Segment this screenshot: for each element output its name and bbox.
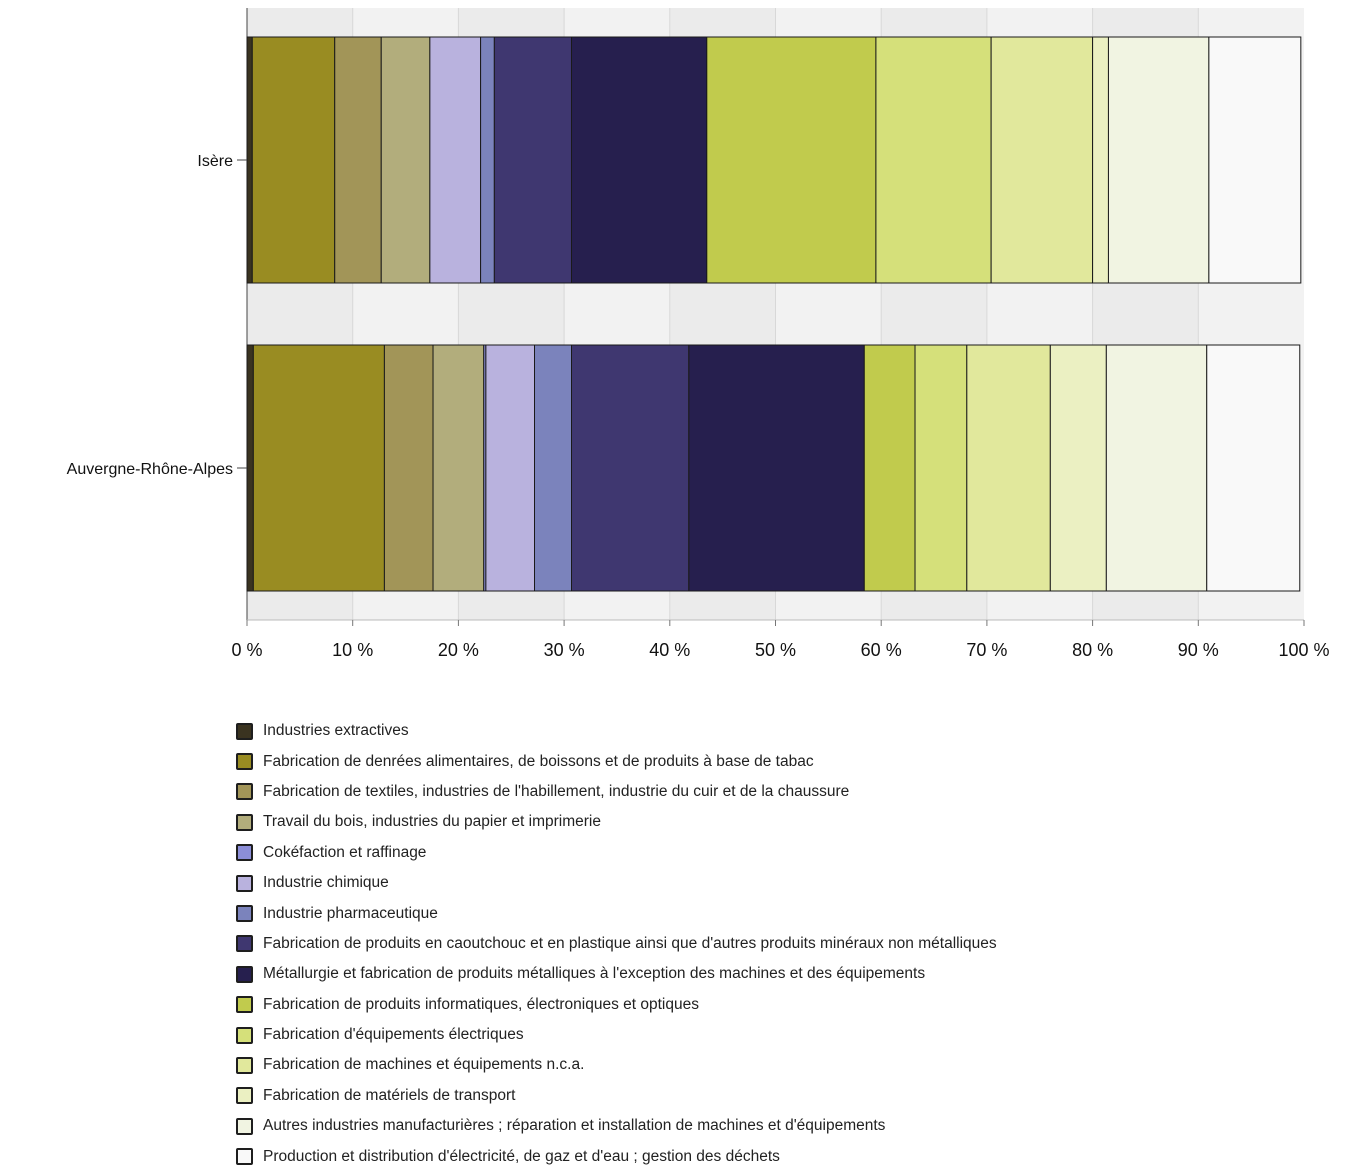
bar-segment: [570, 344, 690, 592]
legend-swatch: [236, 722, 253, 740]
legend-label: Travail du bois, industries du papier et…: [263, 813, 601, 831]
legend-item: Métallurgie et fabrication de produits m…: [236, 959, 997, 989]
legend-item: Fabrication d'équipements électriques: [236, 1020, 997, 1050]
x-tick-label: 20 %: [438, 640, 479, 660]
bar-segment: [990, 36, 1094, 284]
legend-swatch: [236, 1117, 253, 1135]
legend-label: Fabrication d'équipements électriques: [263, 1026, 524, 1044]
legend-label: Fabrication de matériels de transport: [263, 1086, 516, 1104]
legend-label: Industries extractives: [263, 722, 409, 740]
legend-label: Industrie chimique: [263, 874, 389, 892]
x-tick-label: 60 %: [861, 640, 902, 660]
legend-label: Métallurgie et fabrication de produits m…: [263, 965, 926, 983]
legend-label: Fabrication de denrées alimentaires, de …: [263, 752, 814, 770]
bar-segment: [432, 344, 485, 592]
legend-swatch: [236, 813, 253, 831]
x-tick-label: 100 %: [1278, 640, 1329, 660]
legend-swatch: [236, 844, 253, 862]
x-tick-label: 90 %: [1178, 640, 1219, 660]
x-tick-label: 80 %: [1072, 640, 1113, 660]
legend-swatch: [236, 935, 253, 953]
legend-swatch: [236, 996, 253, 1014]
bar-segment: [480, 36, 495, 284]
bar-segment: [534, 344, 572, 592]
x-tick-label: 10 %: [332, 640, 373, 660]
bar-segment: [380, 36, 431, 284]
bar-segment: [246, 36, 253, 284]
legend-item: Production et distribution d'électricité…: [236, 1141, 997, 1171]
bar-segment: [688, 344, 865, 592]
bar-segment: [863, 344, 916, 592]
legend-item: Autres industries manufacturières ; répa…: [236, 1111, 997, 1141]
legend-label: Production et distribution d'électricité…: [263, 1147, 780, 1165]
legend-swatch: [236, 1148, 253, 1166]
bar-segment: [706, 36, 877, 284]
stacked-bar-chart: Isère Auvergne-Rhône-Alpes 0 % 10 % 20 % 30 %…: [67, 8, 1330, 660]
category-label: Auvergne-Rhône-Alpes: [67, 461, 233, 478]
legend-item: Travail du bois, industries du papier et…: [236, 807, 997, 837]
bar-segment: [875, 36, 992, 284]
bar-segment: [914, 344, 968, 592]
legend-label: Cokéfaction et raffinage: [263, 843, 427, 861]
bar-segment: [966, 344, 1051, 592]
x-tick-label: 40 %: [649, 640, 690, 660]
legend-swatch: [236, 753, 253, 771]
category-label: Isère: [197, 153, 233, 170]
legend-swatch: [236, 1026, 253, 1044]
legend-label: Fabrication de textiles, industries de l…: [263, 782, 850, 800]
bar-segment: [334, 36, 382, 284]
bar-segment: [1049, 344, 1107, 592]
legend-item: Fabrication de matériels de transport: [236, 1081, 997, 1111]
legend-label: Fabrication de produits en caoutchouc et…: [263, 934, 997, 952]
legend-item: Fabrication de textiles, industries de l…: [236, 777, 997, 807]
legend-item: Fabrication de machines et équipements n…: [236, 1050, 997, 1080]
legend-item: Industrie chimique: [236, 868, 997, 898]
legend-item: Fabrication de denrées alimentaires, de …: [236, 746, 997, 776]
bar-segment: [251, 36, 336, 284]
x-tick-label: 70 %: [966, 640, 1007, 660]
x-tick-label: 0 %: [231, 640, 262, 660]
legend-item: Fabrication de produits informatiques, é…: [236, 990, 997, 1020]
legend-label: Autres industries manufacturières ; répa…: [263, 1117, 886, 1135]
bar-segment: [1206, 344, 1301, 592]
bar-segment: [485, 344, 536, 592]
legend-swatch: [236, 965, 253, 983]
legend-item: Fabrication de produits en caoutchouc et…: [236, 929, 997, 959]
chart-legend: Industries extractives Fabrication de den…: [236, 716, 997, 1172]
bar-segment: [252, 344, 385, 592]
bar-segment: [493, 36, 572, 284]
legend-swatch: [236, 1056, 253, 1074]
legend-item: Industries extractives: [236, 716, 997, 746]
bar-segment: [1208, 36, 1302, 284]
bar-segment: [383, 344, 434, 592]
bar-segment: [1107, 36, 1210, 284]
bar-segment: [246, 344, 254, 592]
legend-label: Fabrication de produits informatiques, é…: [263, 995, 699, 1013]
legend-label: Fabrication de machines et équipements n…: [263, 1056, 585, 1074]
legend-label: Industrie pharmaceutique: [263, 904, 438, 922]
bar-segment: [1105, 344, 1208, 592]
x-tick-label: 50 %: [755, 640, 796, 660]
legend-swatch: [236, 1087, 253, 1105]
legend-swatch: [236, 783, 253, 801]
legend-swatch: [236, 874, 253, 892]
legend-swatch: [236, 905, 253, 923]
x-tick-label: 30 %: [544, 640, 585, 660]
legend-item: Cokéfaction et raffinage: [236, 838, 997, 868]
bar-segment: [429, 36, 482, 284]
bar-segment: [570, 36, 708, 284]
legend-item: Industrie pharmaceutique: [236, 898, 997, 928]
bar-segment: [1092, 36, 1109, 284]
